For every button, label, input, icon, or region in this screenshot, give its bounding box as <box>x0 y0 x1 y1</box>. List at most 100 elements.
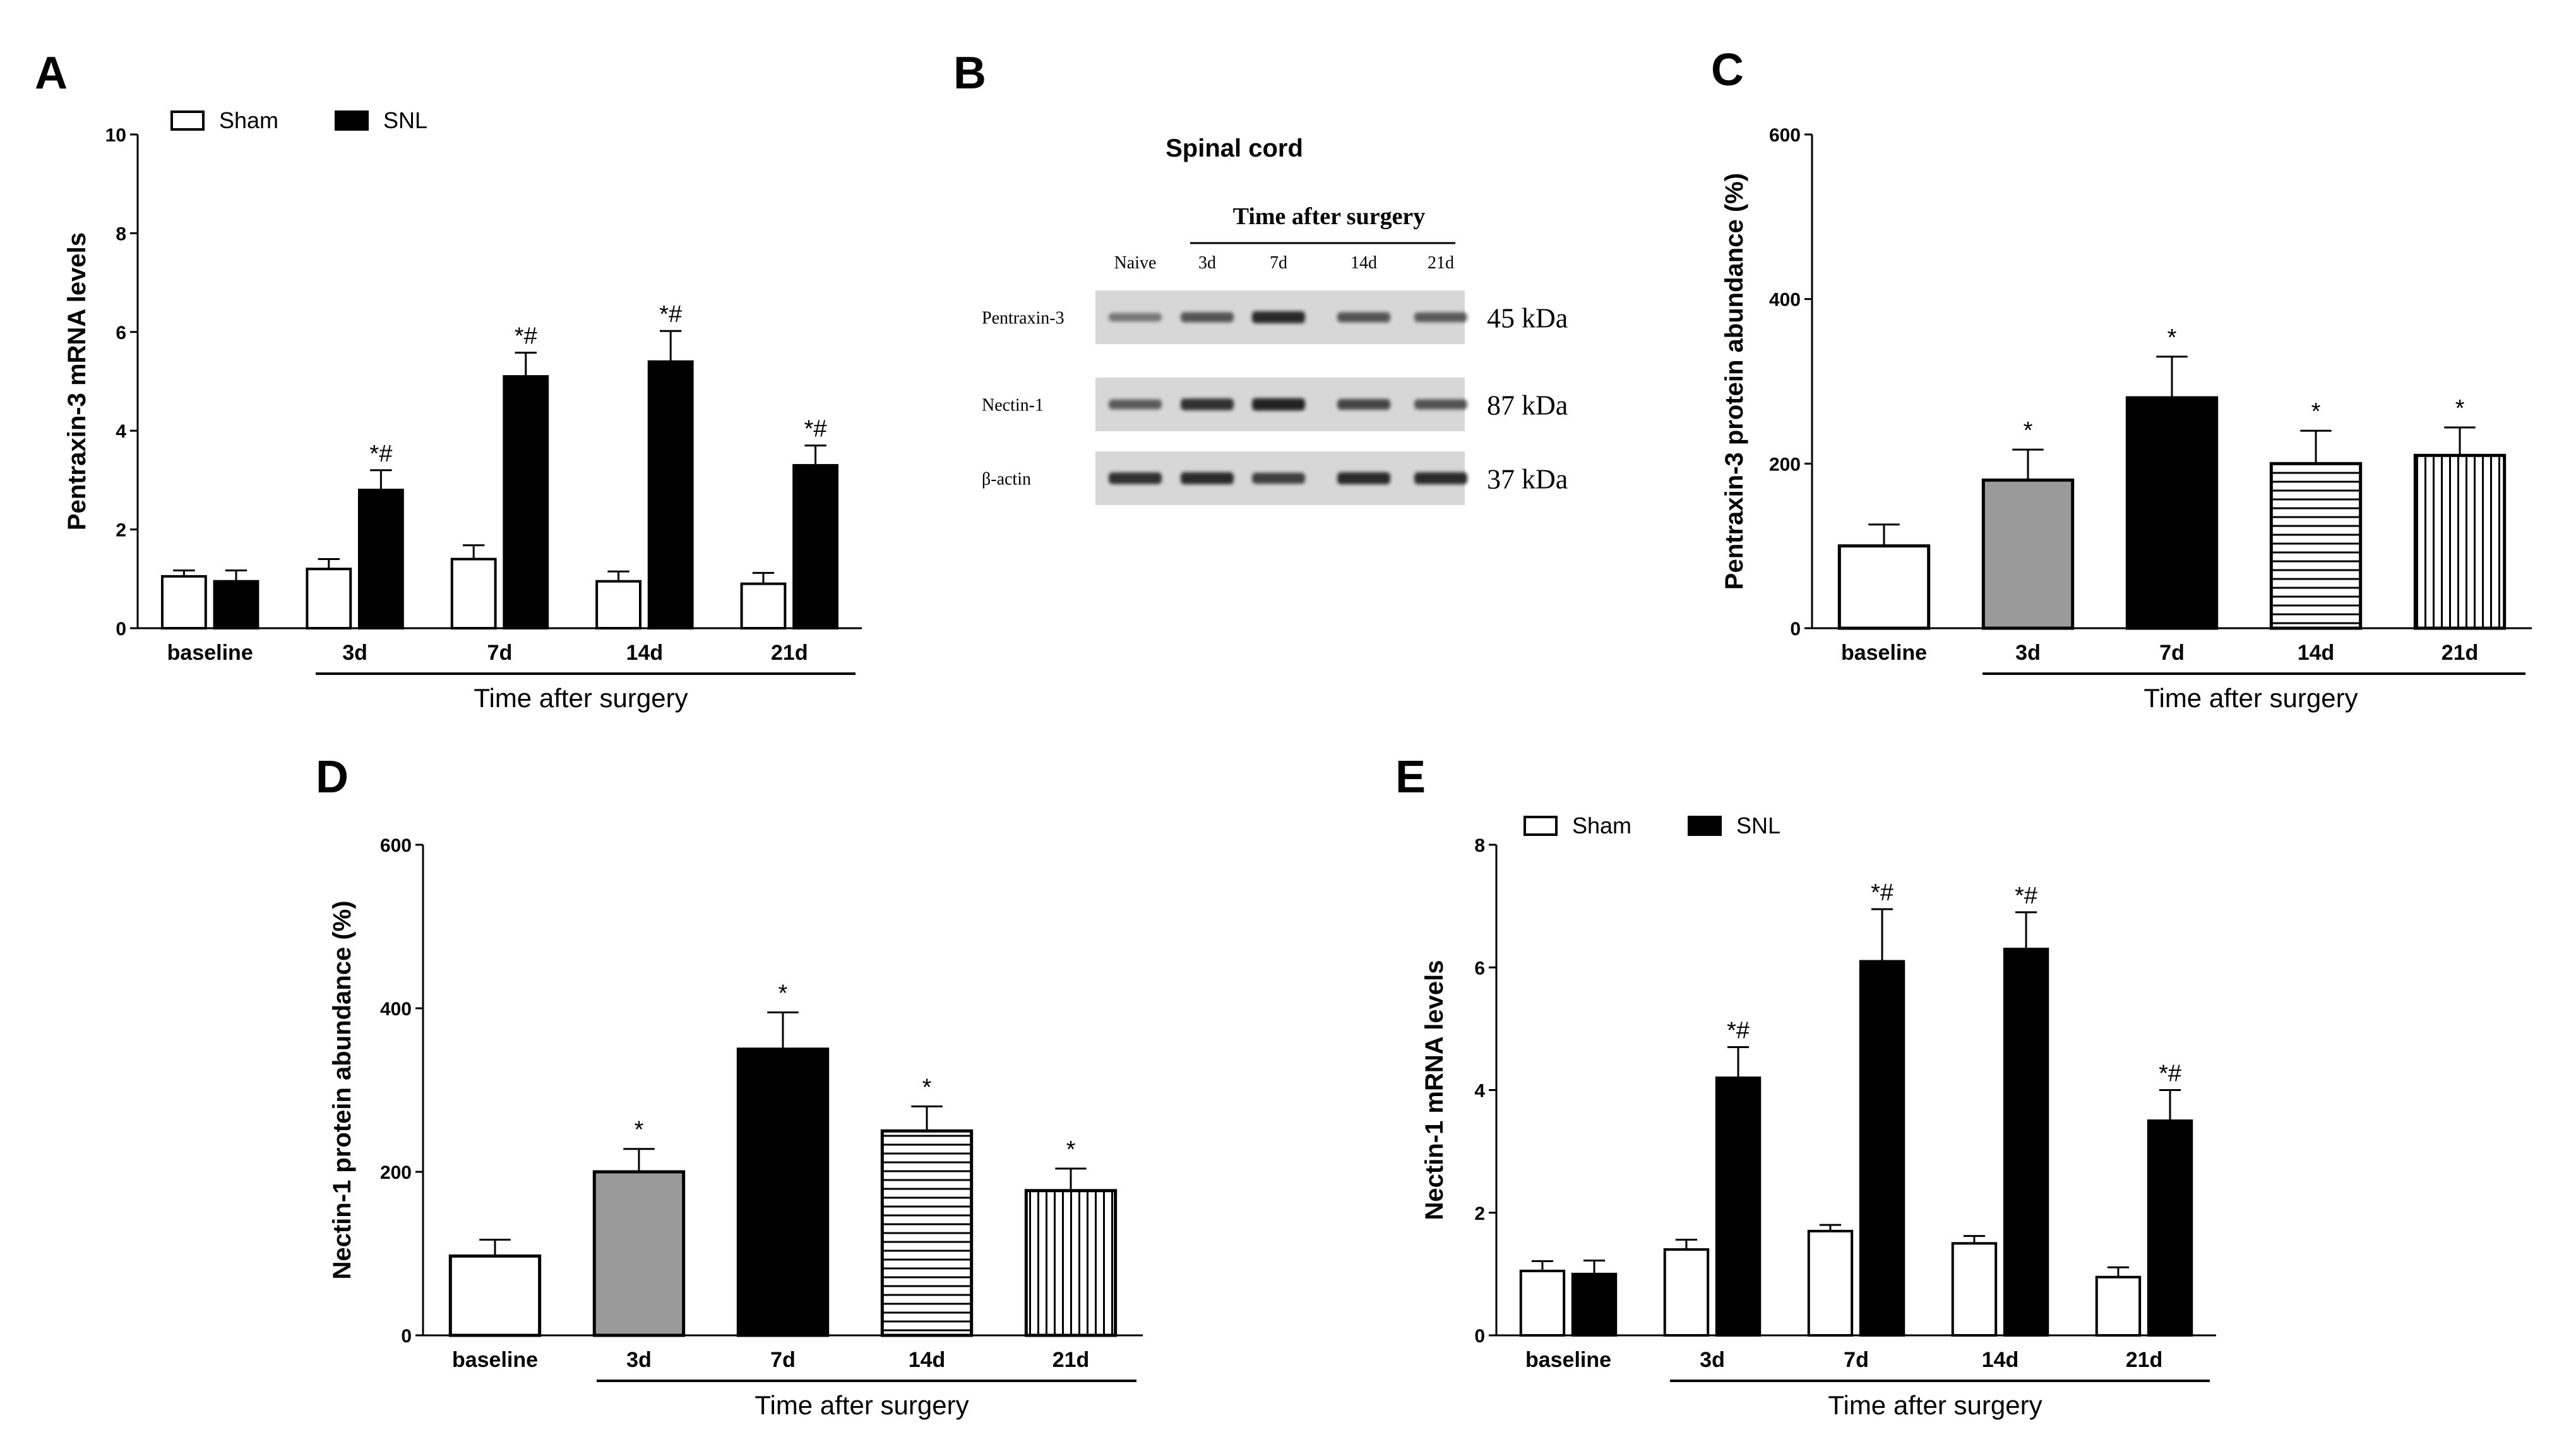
blot-band <box>1181 472 1234 484</box>
bar-sham <box>1951 1242 1998 1337</box>
y-tick-label: 400 <box>1769 290 1801 311</box>
bar-sham <box>2095 1275 2142 1337</box>
significance-label: *# <box>2015 883 2037 909</box>
blot-size-label: 87 kDa <box>1487 390 1568 421</box>
y-tick-label: 600 <box>1769 125 1801 146</box>
bar-sham <box>1663 1248 1710 1337</box>
blot-band <box>1337 399 1390 410</box>
bar-snl <box>1715 1076 1762 1337</box>
x-axis-label: Time after surgery <box>2144 683 2358 713</box>
y-tick-label: 8 <box>116 224 126 244</box>
x-tick-label: 7d <box>770 1348 796 1372</box>
blot-row-label: Pentraxin-3 <box>982 309 1064 328</box>
bar-snl <box>357 489 404 629</box>
bar-snl <box>792 463 839 629</box>
panel-label-d: D <box>316 752 349 802</box>
bar-sham <box>306 568 352 629</box>
y-tick-label: 8 <box>1474 835 1485 856</box>
bar <box>1981 478 2075 630</box>
panel-label-b: B <box>953 48 986 98</box>
bar-snl <box>503 375 549 629</box>
legend-label-sham: Sham <box>1572 813 1631 838</box>
bar <box>2413 453 2507 630</box>
y-tick-label: 4 <box>1474 1081 1485 1102</box>
significance-label: *# <box>1871 879 1893 906</box>
blot-band <box>1414 399 1467 410</box>
significance-label: * <box>2024 417 2033 444</box>
x-tick-label: 14d <box>626 641 664 665</box>
blot-band <box>1109 313 1162 322</box>
y-tick-label: 0 <box>116 619 126 640</box>
y-tick-label: 200 <box>380 1162 412 1183</box>
y-tick-label: 600 <box>380 835 412 856</box>
y-tick-label: 0 <box>401 1326 412 1347</box>
chart-pentraxin3-protein: 0 200 400 600 Pentraxin-3 protein abundance … <box>1720 125 2532 713</box>
x-tick-label: baseline <box>452 1348 538 1372</box>
significance-label: * <box>2168 325 2177 351</box>
significance-label: * <box>778 980 788 1006</box>
significance-label: *# <box>369 441 392 467</box>
x-axis-label: Time after surgery <box>474 683 688 713</box>
legend-label-snl: SNL <box>383 107 427 133</box>
panel-label-a: A <box>35 48 68 98</box>
bar-snl <box>647 360 694 629</box>
x-tick-label: 3d <box>626 1348 652 1372</box>
y-axis-label: Nectin-1 mRNA levels <box>1421 960 1448 1220</box>
chart-nectin1-mrna: 0 2 4 6 8 Nectin-1 mRNA levels baseline 3d 7d 14d… <box>1421 813 2216 1420</box>
bar-snl <box>1859 960 1905 1337</box>
legend-swatch-sham <box>1524 816 1558 836</box>
bar-snl <box>2147 1119 2193 1337</box>
blot-band <box>1109 472 1162 484</box>
blot-lane-label: 7d <box>1270 253 1287 273</box>
bar-sham <box>1807 1229 1854 1337</box>
x-tick-label: 7d <box>2159 641 2185 665</box>
y-tick-label: 2 <box>1474 1203 1485 1224</box>
chart-nectin1-protein: 0 200 400 600 Nectin-1 protein abundance (%)… <box>328 835 1143 1420</box>
x-tick-label: 3d <box>2015 641 2041 665</box>
y-axis-label: Pentraxin-3 protein abundance (%) <box>1720 173 1748 590</box>
bar <box>880 1129 974 1337</box>
legend-label-sham: Sham <box>219 107 278 133</box>
blot-band <box>1109 399 1162 410</box>
bar <box>448 1254 542 1337</box>
y-tick-label: 400 <box>380 999 412 1020</box>
y-tick-label: 6 <box>116 323 126 343</box>
x-tick-label: 21d <box>2126 1348 2163 1372</box>
significance-label: *# <box>804 416 827 443</box>
bar-snl <box>2003 948 2049 1337</box>
x-tick-label: 14d <box>1982 1348 2019 1372</box>
chart-pentraxin3-mrna: 0 2 4 6 8 10 Pentraxin-3 mRNA levels baseline 3d… <box>63 107 862 713</box>
significance-label: * <box>1066 1136 1076 1163</box>
bar-snl <box>213 580 259 630</box>
bar <box>2269 462 2363 630</box>
blot-row-label: β-actin <box>982 470 1031 489</box>
x-tick-label: 7d <box>1844 1348 1869 1372</box>
blot-band <box>1181 398 1234 410</box>
blot-band <box>1181 312 1234 323</box>
blot-band <box>1337 312 1390 323</box>
y-tick-label: 2 <box>116 520 126 541</box>
y-axis-label: Nectin-1 protein abundance (%) <box>328 900 356 1279</box>
significance-label: * <box>2311 398 2321 425</box>
significance-label: *# <box>659 301 682 328</box>
bar-sham <box>595 580 642 630</box>
blot-lane-label: 14d <box>1351 253 1377 273</box>
blot-lane-label: Naive <box>1114 253 1157 273</box>
y-tick-label: 10 <box>105 125 126 146</box>
bar <box>736 1047 830 1337</box>
x-tick-label: baseline <box>167 641 253 665</box>
legend-swatch-sham <box>170 110 205 131</box>
bar-sham <box>450 558 497 630</box>
significance-label: * <box>635 1117 644 1143</box>
x-tick-label: 14d <box>909 1348 946 1372</box>
bar <box>592 1170 686 1337</box>
panel-label-c: C <box>1711 45 1744 95</box>
legend-label-snl: SNL <box>1736 813 1780 838</box>
blot-size-label: 37 kDa <box>1487 464 1568 495</box>
legend-swatch-snl <box>1688 816 1722 836</box>
y-tick-label: 200 <box>1769 454 1801 475</box>
blot-band <box>1414 472 1467 484</box>
blot-band <box>1414 312 1467 323</box>
blot-title: Spinal cord <box>1166 134 1303 162</box>
